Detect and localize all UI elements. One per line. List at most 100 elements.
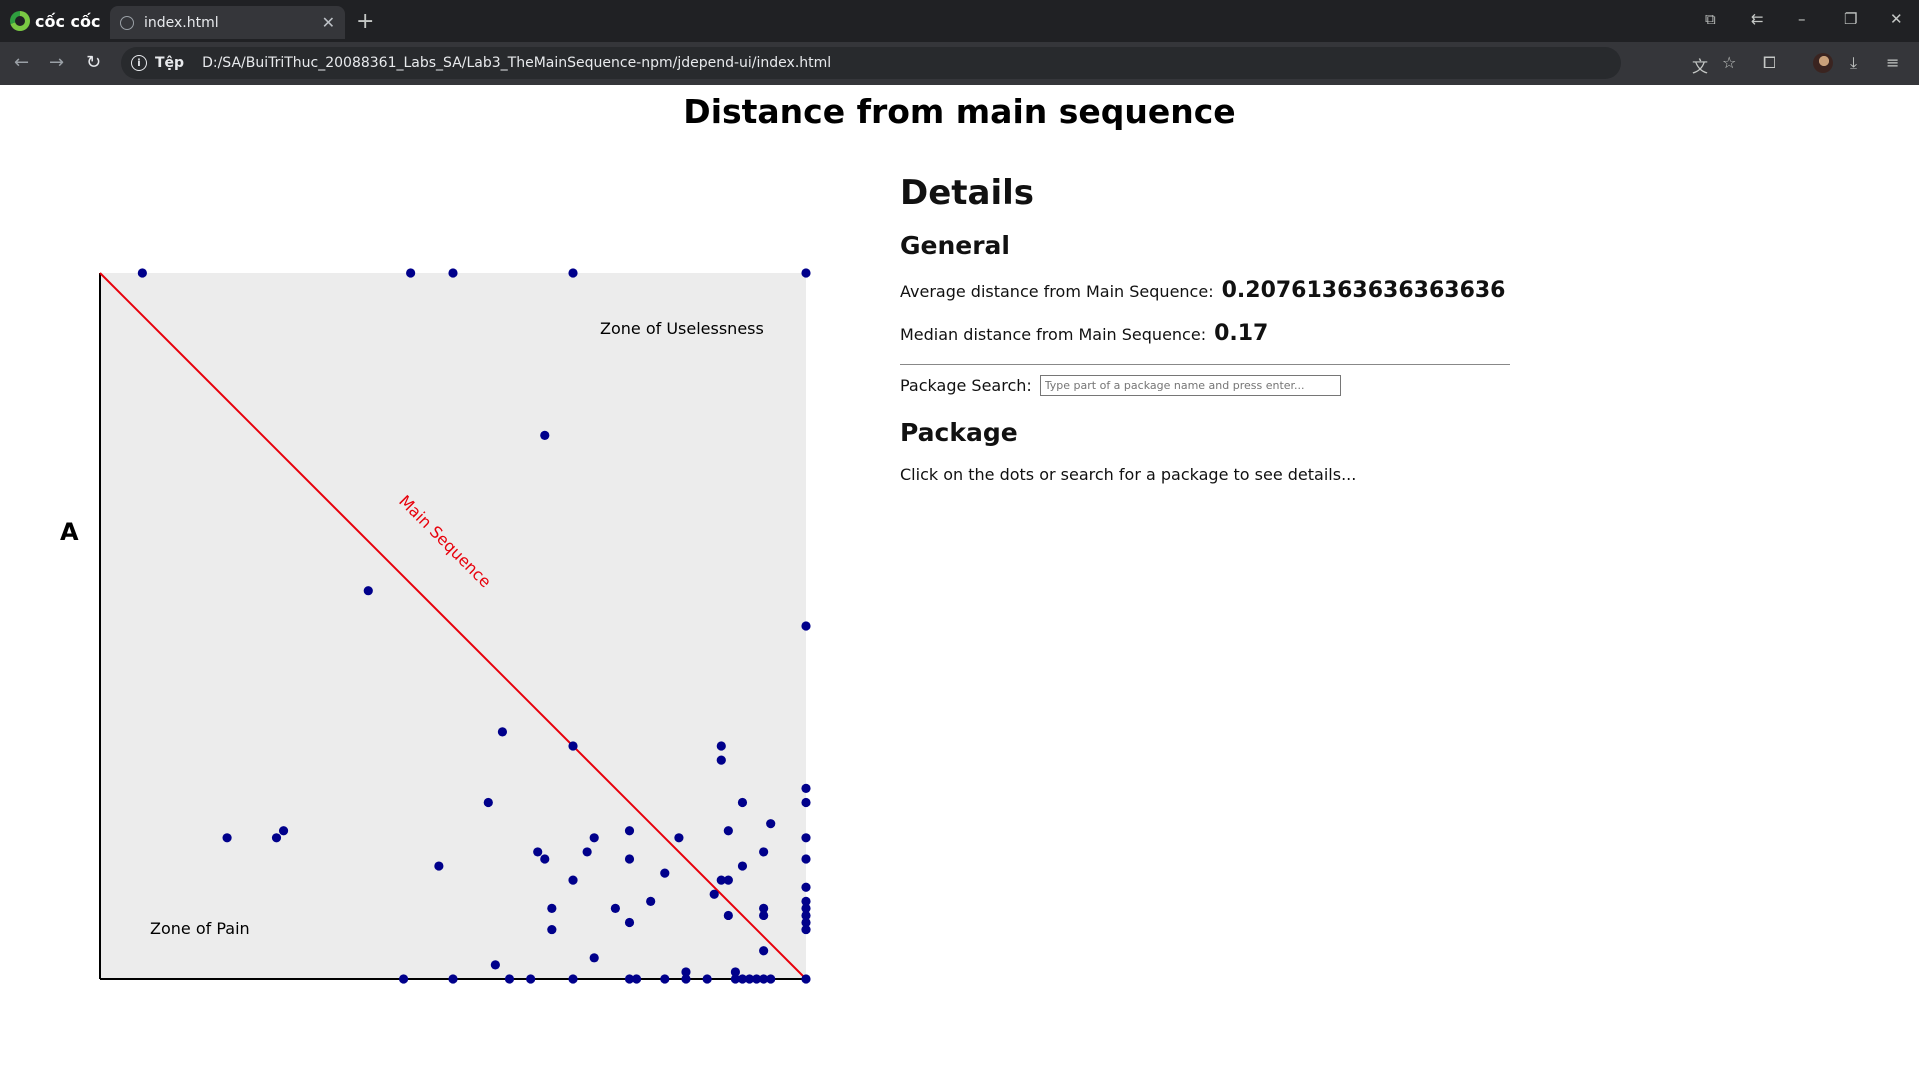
package-dot[interactable] <box>744 974 755 984</box>
package-dot[interactable] <box>490 960 500 970</box>
package-dot[interactable] <box>497 727 508 737</box>
package-dot[interactable] <box>448 974 458 984</box>
package-dot[interactable] <box>674 833 684 843</box>
package-dot[interactable] <box>801 621 811 631</box>
extensions-icon[interactable]: ⧠ <box>1763 53 1776 72</box>
package-dot[interactable] <box>589 833 599 843</box>
package-dot[interactable] <box>448 268 458 278</box>
package-dot[interactable] <box>681 974 691 984</box>
package-dot[interactable] <box>751 974 762 984</box>
package-dot[interactable] <box>660 974 670 984</box>
package-dot[interactable] <box>759 946 769 956</box>
new-tab-button[interactable]: + <box>356 9 375 34</box>
average-distance-label: Average distance from Main Sequence: <box>900 282 1214 301</box>
package-dot[interactable] <box>801 854 811 864</box>
package-dot[interactable] <box>434 861 444 871</box>
package-dot[interactable] <box>801 917 811 928</box>
package-dot[interactable] <box>540 854 550 864</box>
package-dot[interactable] <box>504 974 515 984</box>
package-dot[interactable] <box>766 974 776 984</box>
package-dot[interactable] <box>801 903 811 914</box>
package-dot[interactable] <box>483 797 493 808</box>
close-tab-icon[interactable]: ✕ <box>321 13 335 32</box>
package-dot[interactable] <box>568 741 578 751</box>
package-dot[interactable] <box>801 783 811 793</box>
package-dot[interactable] <box>533 847 543 857</box>
bookmark-star-icon[interactable]: ☆ <box>1722 53 1737 72</box>
main-sequence-line <box>99 272 807 980</box>
window-close-button[interactable]: ✕ <box>1890 10 1903 28</box>
package-dot[interactable] <box>547 903 557 914</box>
package-dot[interactable] <box>759 847 769 857</box>
package-dot[interactable] <box>624 974 635 984</box>
browser-brand[interactable]: cốc cốc <box>10 10 101 32</box>
package-dot[interactable] <box>737 974 748 984</box>
package-dot[interactable] <box>547 924 557 935</box>
package-dot[interactable] <box>801 882 811 892</box>
tab-index-html[interactable]: index.html ✕ <box>110 6 345 39</box>
package-dot[interactable] <box>716 875 726 885</box>
address-bar[interactable]: i Tệp D:/SA/BuiTriThuc_20088361_Labs_SA/… <box>121 47 1621 79</box>
package-dot[interactable] <box>631 974 642 984</box>
package-dot[interactable] <box>646 896 656 906</box>
package-dot[interactable] <box>801 896 811 906</box>
package-dot[interactable] <box>660 868 670 878</box>
package-dot[interactable] <box>709 889 719 899</box>
package-dot[interactable] <box>730 974 741 984</box>
package-dot[interactable] <box>759 910 769 921</box>
package-dot[interactable] <box>716 741 726 751</box>
package-dot[interactable] <box>526 974 536 984</box>
package-dot[interactable] <box>737 797 748 808</box>
package-dot[interactable] <box>406 268 416 278</box>
package-dot[interactable] <box>222 833 232 843</box>
package-dot[interactable] <box>801 797 811 808</box>
package-dot[interactable] <box>624 917 635 928</box>
package-dot[interactable] <box>723 910 733 921</box>
package-dot[interactable] <box>737 861 748 871</box>
tab-search-icon[interactable]: ⇇ <box>1751 10 1764 28</box>
package-dot[interactable] <box>801 910 811 921</box>
package-dot[interactable] <box>801 924 811 935</box>
package-dot[interactable] <box>702 974 712 984</box>
package-dot[interactable] <box>568 974 578 984</box>
site-info-icon[interactable]: i <box>131 55 147 71</box>
details-heading: Details <box>900 173 1035 213</box>
package-dot[interactable] <box>723 826 733 836</box>
package-dot[interactable] <box>568 875 578 885</box>
profile-avatar[interactable] <box>1813 53 1833 73</box>
package-dot[interactable] <box>624 854 635 864</box>
package-dot[interactable] <box>610 903 620 914</box>
cast-icon[interactable]: ⧉ <box>1705 10 1716 28</box>
package-dot[interactable] <box>137 268 147 278</box>
package-dot[interactable] <box>730 967 741 977</box>
package-dot[interactable] <box>582 847 592 857</box>
package-dot[interactable] <box>363 586 373 596</box>
translate-icon[interactable]: 文 <box>1692 57 1709 76</box>
minimize-button[interactable]: – <box>1798 10 1806 28</box>
package-dot[interactable] <box>624 826 635 836</box>
package-dot[interactable] <box>716 755 726 765</box>
package-dot[interactable] <box>766 819 776 829</box>
back-button[interactable]: ← <box>14 52 30 73</box>
details-panel: Details General Average distance from Ma… <box>900 173 1510 484</box>
package-dot[interactable] <box>801 974 811 984</box>
package-dot[interactable] <box>759 903 769 914</box>
package-dot[interactable] <box>801 268 811 278</box>
package-dot[interactable] <box>271 833 282 843</box>
forward-button[interactable]: → <box>49 52 65 73</box>
download-icon[interactable]: ⤓ <box>1850 53 1858 72</box>
package-dot[interactable] <box>568 268 578 278</box>
menu-icon[interactable]: ≡ <box>1886 53 1900 72</box>
package-dot[interactable] <box>801 833 811 843</box>
package-dot[interactable] <box>681 967 691 977</box>
url-text[interactable]: D:/SA/BuiTriThuc_20088361_Labs_SA/Lab3_T… <box>202 55 832 71</box>
package-search-input[interactable] <box>1039 375 1341 396</box>
reload-button[interactable]: ↻ <box>86 52 102 73</box>
package-dot[interactable] <box>278 826 289 836</box>
package-dot[interactable] <box>398 974 409 984</box>
package-dot[interactable] <box>589 953 599 963</box>
restore-button[interactable]: ❐ <box>1844 10 1858 28</box>
package-dot[interactable] <box>540 430 550 440</box>
package-dot[interactable] <box>723 875 733 885</box>
package-dot[interactable] <box>759 974 769 984</box>
